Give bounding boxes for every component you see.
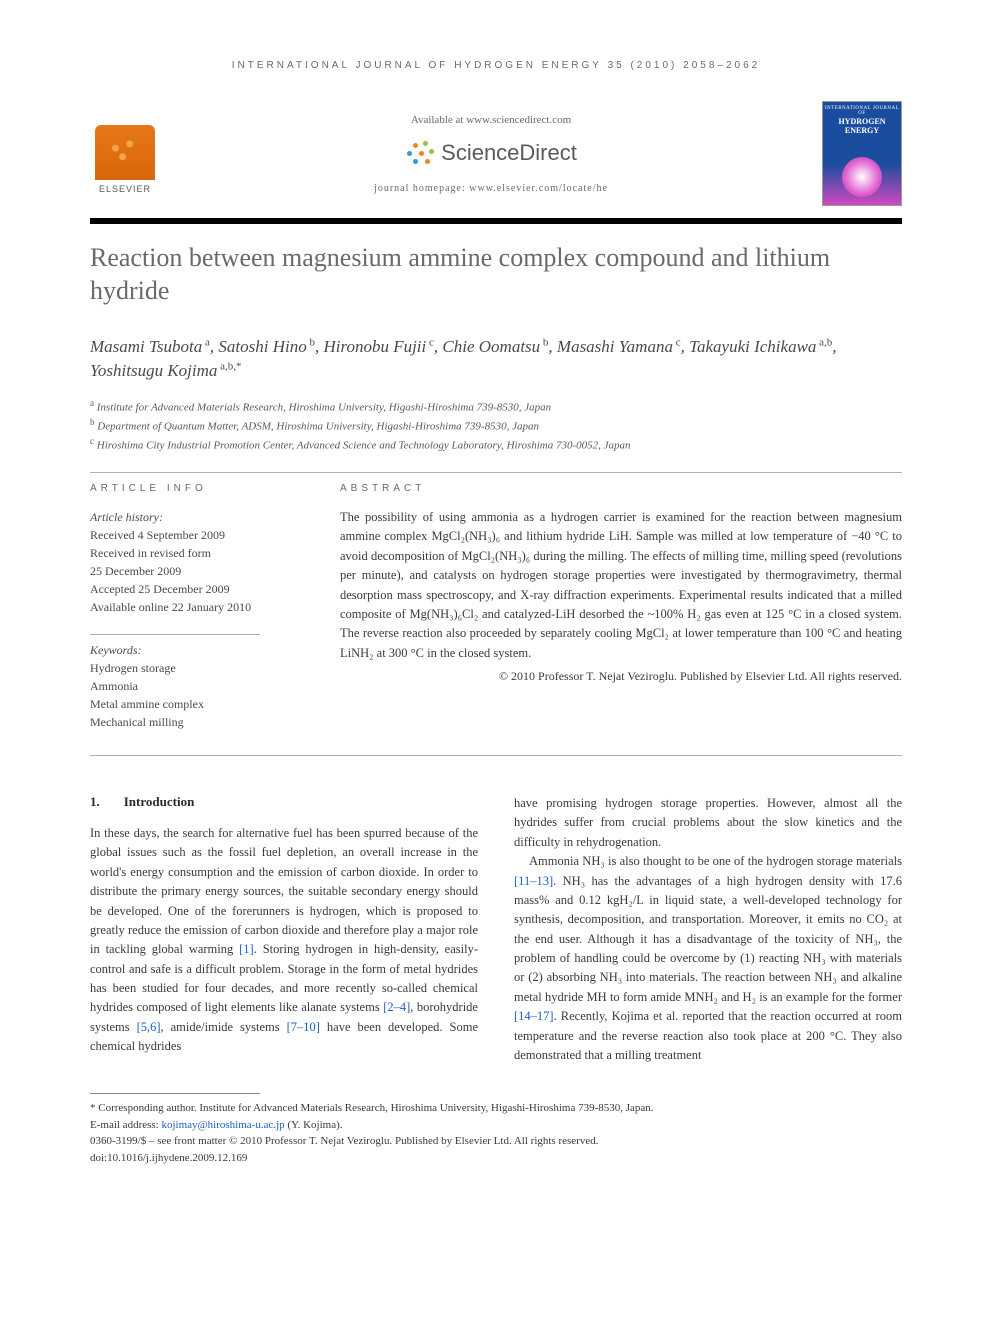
- elsevier-tree-icon: [95, 125, 155, 180]
- section-number: 1.: [90, 794, 100, 810]
- email-line: E-mail address: kojimay@hiroshima-u.ac.j…: [90, 1117, 902, 1134]
- article-info-column: ARTICLE INFO Article history: Received 4…: [90, 483, 300, 749]
- history-line: Received in revised form: [90, 544, 300, 562]
- affiliation-c: c Hiroshima City Industrial Promotion Ce…: [90, 435, 902, 454]
- keywords-rule: [90, 634, 260, 635]
- affiliations: a Institute for Advanced Materials Resea…: [90, 397, 902, 454]
- article-info-label: ARTICLE INFO: [90, 483, 300, 494]
- info-rule-top: [90, 472, 902, 473]
- article-title: Reaction between magnesium ammine comple…: [90, 242, 902, 307]
- body-columns: 1. Introduction In these days, the searc…: [90, 794, 902, 1065]
- issn-line: 0360-3199/$ – see front matter © 2010 Pr…: [90, 1133, 902, 1150]
- abstract-column: ABSTRACT The possibility of using ammoni…: [340, 483, 902, 749]
- intro-para-1-cont: have promising hydrogen storage properti…: [514, 794, 902, 852]
- sciencedirect-logo[interactable]: ScienceDirect: [405, 140, 577, 166]
- masthead-center: Available at www.sciencedirect.com Scien…: [160, 114, 822, 194]
- elsevier-label: ELSEVIER: [99, 184, 151, 194]
- info-rule-bottom: [90, 755, 902, 756]
- info-abstract-row: ARTICLE INFO Article history: Received 4…: [90, 483, 902, 749]
- sciencedirect-dots-icon: [405, 141, 435, 165]
- keywords-heading: Keywords:: [90, 641, 300, 659]
- available-at-line: Available at www.sciencedirect.com: [170, 114, 812, 126]
- keyword: Mechanical milling: [90, 713, 300, 731]
- masthead: ELSEVIER Available at www.sciencedirect.…: [90, 101, 902, 206]
- running-head: INTERNATIONAL JOURNAL OF HYDROGEN ENERGY…: [90, 60, 902, 71]
- keyword: Ammonia: [90, 677, 300, 695]
- footnote-rule: [90, 1093, 260, 1094]
- sciencedirect-text: ScienceDirect: [441, 140, 577, 166]
- intro-para-1: In these days, the search for alternativ…: [90, 824, 478, 1057]
- email-link[interactable]: kojimay@hiroshima-u.ac.jp: [161, 1119, 284, 1131]
- history-line: Accepted 25 December 2009: [90, 580, 300, 598]
- doi-line: doi:10.1016/j.ijhydene.2009.12.169: [90, 1150, 902, 1167]
- affiliation-b: b Department of Quantum Matter, ADSM, Hi…: [90, 416, 902, 435]
- elsevier-logo[interactable]: ELSEVIER: [90, 114, 160, 194]
- keywords-block: Keywords: Hydrogen storage Ammonia Metal…: [90, 641, 300, 731]
- keyword: Hydrogen storage: [90, 659, 300, 677]
- cover-graphic-icon: [842, 157, 882, 197]
- affiliation-a: a Institute for Advanced Materials Resea…: [90, 397, 902, 416]
- abstract-label: ABSTRACT: [340, 483, 902, 494]
- author-list: Masami Tsubota a, Satoshi Hino b, Hirono…: [90, 335, 902, 383]
- corresponding-author-footnote: * Corresponding author. Institute for Ad…: [90, 1100, 902, 1133]
- article-history: Article history: Received 4 September 20…: [90, 508, 300, 616]
- keyword: Metal ammine complex: [90, 695, 300, 713]
- section-title: Introduction: [124, 794, 195, 810]
- history-heading: Article history:: [90, 508, 300, 526]
- journal-cover[interactable]: INTERNATIONAL JOURNAL OF HYDROGEN ENERGY: [822, 101, 902, 206]
- section-1-heading: 1. Introduction: [90, 794, 478, 810]
- history-line: Received 4 September 2009: [90, 526, 300, 544]
- corr-author-line: * Corresponding author. Institute for Ad…: [90, 1100, 902, 1117]
- cover-supertitle: INTERNATIONAL JOURNAL OF: [823, 102, 901, 116]
- body-column-left: 1. Introduction In these days, the searc…: [90, 794, 478, 1065]
- cover-title: HYDROGEN ENERGY: [823, 118, 901, 136]
- title-rule: [90, 218, 902, 224]
- abstract-copyright: © 2010 Professor T. Nejat Veziroglu. Pub…: [340, 669, 902, 684]
- abstract-text: The possibility of using ammonia as a hy…: [340, 508, 902, 663]
- body-column-right: have promising hydrogen storage properti…: [514, 794, 902, 1065]
- history-line: 25 December 2009: [90, 562, 300, 580]
- intro-para-2: Ammonia NH₃ is also thought to be one of…: [514, 852, 902, 1065]
- journal-homepage-line: journal homepage: www.elsevier.com/locat…: [170, 183, 812, 194]
- history-line: Available online 22 January 2010: [90, 598, 300, 616]
